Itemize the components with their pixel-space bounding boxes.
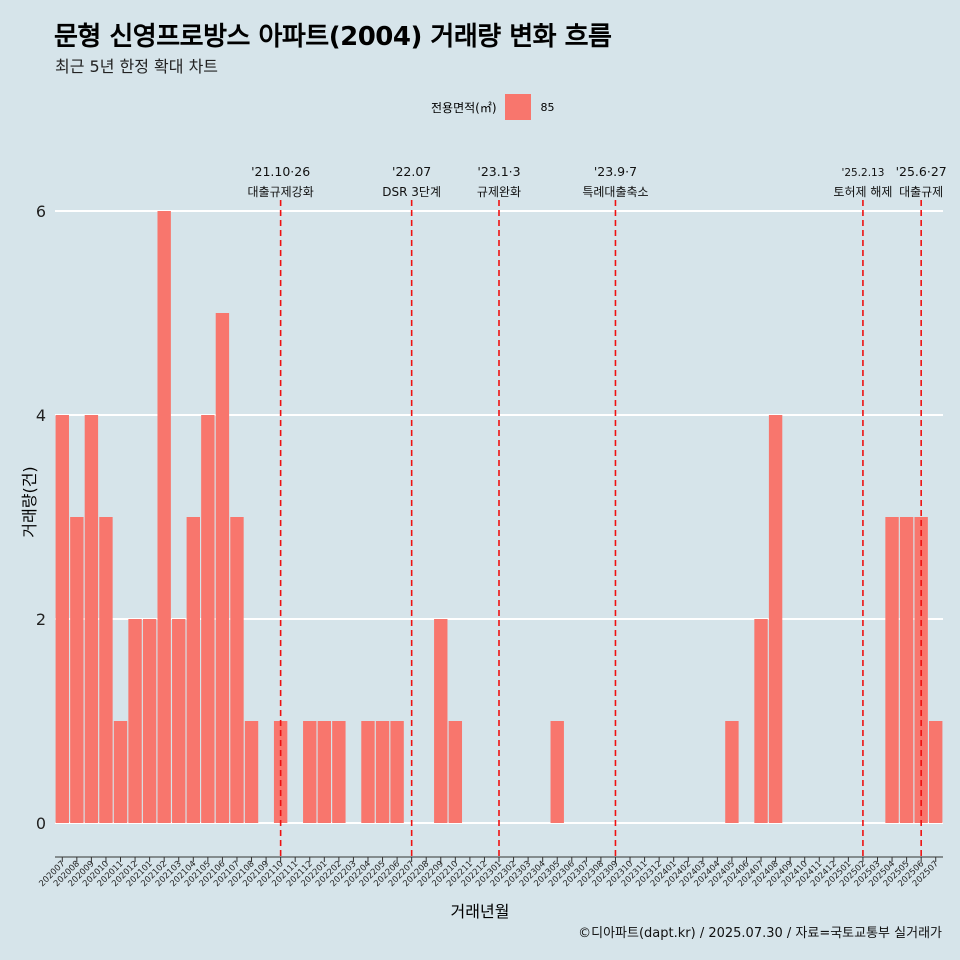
bar (215, 313, 230, 823)
chart-title: 문형 신영프로방스 아파트(2004) 거래량 변화 흐름 (54, 22, 612, 52)
chart-subtitle: 최근 5년 한정 확대 차트 (55, 57, 219, 76)
bar (375, 721, 390, 823)
y-axis-label: 거래량(건) (20, 466, 39, 538)
event-label: 특례대출축소 (582, 185, 648, 199)
axes: 0246202007202008202009202010202011202012… (36, 202, 943, 889)
bar (157, 211, 171, 823)
bar (186, 517, 200, 823)
legend-title: 전용면적(㎡) (431, 100, 497, 115)
bar (885, 517, 899, 823)
bar (201, 415, 215, 823)
bar (142, 619, 157, 823)
event-date: '23.1·3 (477, 164, 520, 179)
y-tick-label: 6 (36, 202, 46, 221)
bar (244, 721, 259, 823)
bar (172, 619, 186, 823)
bar (84, 415, 99, 823)
bar (55, 415, 69, 823)
event-date: '25.6·27 (896, 164, 947, 179)
bar (725, 721, 739, 823)
bar (361, 721, 375, 823)
bar (303, 721, 317, 823)
event-label: 대출규제 (899, 185, 943, 199)
legend: 전용면적(㎡) 85 (431, 94, 555, 120)
bar (128, 619, 142, 823)
event-date: '25.2.13 (841, 167, 884, 179)
bar (70, 517, 84, 823)
source-caption: ©디아파트(dapt.kr) / 2025.07.30 / 자료=국토교통부 실… (578, 926, 942, 941)
y-tick-label: 2 (36, 610, 46, 629)
legend-label: 85 (540, 100, 555, 114)
event-label: 토허제 해제 (833, 185, 892, 199)
bar (768, 415, 783, 823)
x-axis-label: 거래년월 (450, 902, 510, 921)
bar (230, 517, 244, 823)
event-label: DSR 3단계 (382, 185, 441, 199)
bar (550, 721, 564, 823)
bar (754, 619, 768, 823)
event-label: 대출규제강화 (248, 185, 314, 199)
bar (929, 721, 943, 823)
legend-swatch (504, 94, 531, 120)
event-annotations: '21.10·26 대출규제강화 '22.07 DSR 3단계 '23.1·3 규제완화 '… (248, 164, 947, 199)
bar (434, 619, 448, 823)
bars (55, 211, 943, 823)
event-date: '21.10·26 (251, 164, 310, 179)
y-tick-label: 4 (36, 406, 46, 425)
bar (113, 721, 128, 823)
bar (317, 721, 332, 823)
event-label: 규제완화 (477, 185, 521, 199)
bar (332, 721, 346, 823)
event-date: '22.07 (392, 164, 431, 179)
bar (448, 721, 463, 823)
bar (99, 517, 113, 823)
y-tick-label: 0 (36, 814, 46, 833)
event-date: '23.9·7 (594, 164, 637, 179)
bar (899, 517, 914, 823)
bar (390, 721, 404, 823)
